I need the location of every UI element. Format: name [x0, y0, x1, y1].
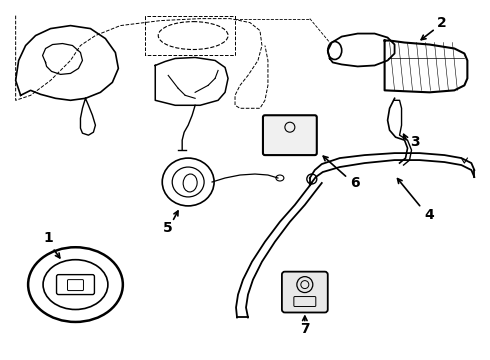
FancyBboxPatch shape: [282, 272, 328, 312]
Text: 4: 4: [425, 208, 434, 222]
Text: 7: 7: [300, 323, 310, 337]
Text: 1: 1: [44, 231, 53, 245]
Text: 5: 5: [163, 221, 173, 235]
Text: 3: 3: [410, 135, 419, 149]
Text: 6: 6: [350, 176, 360, 190]
FancyBboxPatch shape: [263, 115, 317, 155]
Text: 2: 2: [437, 15, 446, 30]
